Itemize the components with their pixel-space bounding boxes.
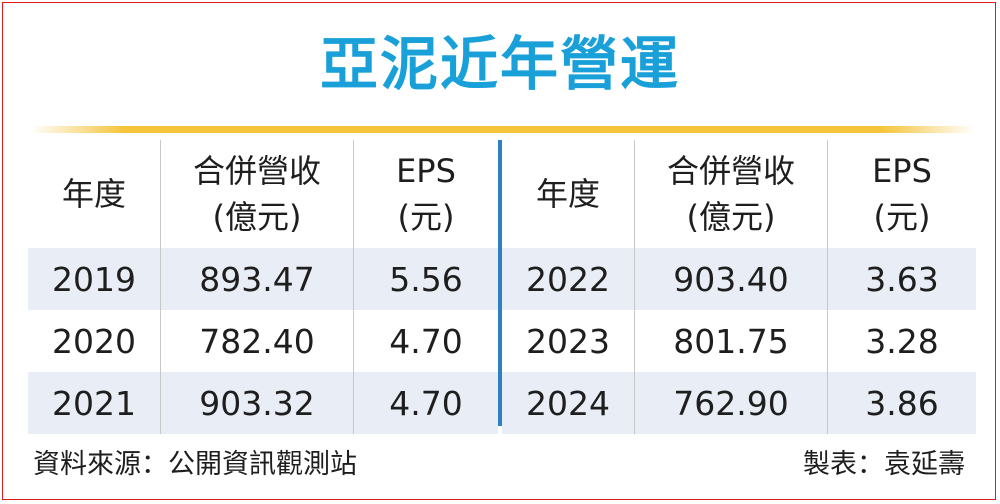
chart-title: 亞泥近年營運 — [319, 30, 680, 98]
cell-year: 2022 — [502, 248, 635, 310]
header-row: 年度 合併營收 (億元) EPS (元) — [28, 140, 498, 248]
header-eps: EPS (元) — [396, 152, 456, 236]
cell-revenue: 903.40 — [634, 248, 828, 310]
table-row: 2024 762.90 3.86 — [502, 372, 976, 434]
cell-year: 2024 — [502, 372, 635, 434]
source-note: 資料來源：公開資訊觀測站 — [33, 449, 357, 480]
data-table-right: 年度 合併營收 (億元) EPS (元) 2022 903.40 3.63 2023… — [502, 140, 976, 434]
header-year: 年度 — [28, 140, 161, 248]
cell-year: 2020 — [28, 310, 161, 372]
cell-eps: 3.63 — [827, 248, 976, 310]
header-eps: EPS (元) — [872, 152, 932, 236]
cell-revenue: 762.90 — [634, 372, 828, 434]
cell-year: 2021 — [28, 372, 161, 434]
cell-year: 2023 — [502, 310, 635, 372]
table-row: 2022 903.40 3.63 — [502, 248, 976, 310]
cell-eps: 4.70 — [389, 321, 463, 361]
cell-eps: 5.56 — [353, 248, 498, 310]
cell-eps: 4.70 — [353, 372, 498, 434]
cell-revenue: 903.32 — [160, 372, 354, 434]
header-revenue: 合併營收 (億元) — [160, 140, 354, 248]
header-year: 年度 — [502, 140, 635, 248]
cell-revenue: 782.40 — [160, 310, 354, 372]
table-row: 2021 903.32 4.70 — [28, 372, 498, 434]
cell-revenue: 801.75 — [634, 310, 828, 372]
table-panel-left: 年度 合併營收 (億元) EPS (元) 2019 893.47 5.56 2020… — [28, 140, 498, 434]
cell-year: 2019 — [28, 248, 161, 310]
cell-eps: 3.28 — [865, 321, 939, 361]
panel-divider — [498, 140, 502, 426]
cell-revenue: 893.47 — [160, 248, 354, 310]
data-table-left: 年度 合併營收 (億元) EPS (元) 2019 893.47 5.56 2020… — [28, 140, 498, 434]
title-underline — [30, 126, 975, 133]
cell-eps: 3.86 — [827, 372, 976, 434]
table-row: 2019 893.47 5.56 — [28, 248, 498, 310]
credit-note: 製表：袁延壽 — [803, 449, 965, 480]
table-row: 2020 782.40 4.70 — [28, 310, 498, 372]
table-row: 2023 801.75 3.28 — [502, 310, 976, 372]
table-panel-right: 年度 合併營收 (億元) EPS (元) 2022 903.40 3.63 2023… — [502, 140, 976, 434]
header-revenue: 合併營收 (億元) — [634, 140, 828, 248]
header-row: 年度 合併營收 (億元) EPS (元) — [502, 140, 976, 248]
